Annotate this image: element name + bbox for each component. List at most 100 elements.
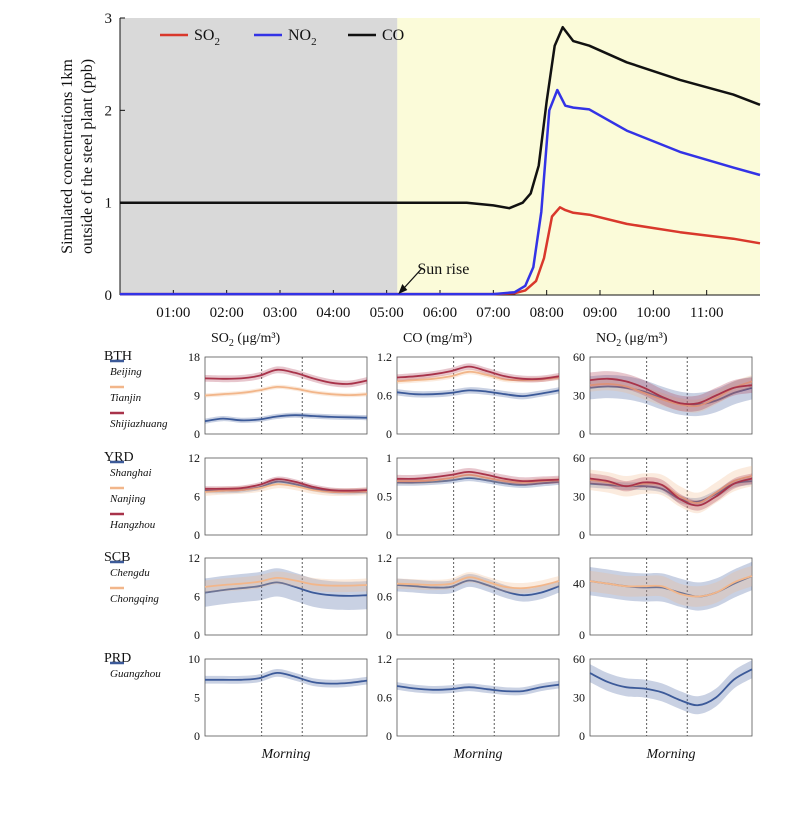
y-tick-label: 60 <box>573 451 585 465</box>
y-tick-label: 1.2 <box>377 350 392 364</box>
series-line <box>396 389 560 398</box>
series-band <box>205 568 367 610</box>
x-tick-label: 04:00 <box>316 305 350 321</box>
x-tick-label: 09:00 <box>583 305 617 321</box>
top-chart: 0 1 2 3 01:00 02:00 03:00 04:00 05:00 06:00 07:00 0… <box>59 11 761 321</box>
series-line <box>396 470 560 483</box>
regional-grid: SO2 (μg/m³) CO (mg/m³) NO2 (μg/m³)BTHBeiji… <box>104 331 753 762</box>
y-tick-label: 0 <box>579 729 585 743</box>
series-line <box>204 414 368 423</box>
legend-label: NO2 <box>288 27 317 48</box>
panel-frame <box>204 658 368 737</box>
city-label: Chongqing <box>110 593 159 605</box>
annotation-text: Sun rise <box>417 261 469 278</box>
series-line <box>589 668 753 707</box>
panel-frame <box>396 658 560 737</box>
y-tick-label: 60 <box>573 652 585 666</box>
panel: 0 6 12 <box>188 551 368 642</box>
x-tick-label: 11:00 <box>690 305 724 321</box>
series-line <box>589 477 753 507</box>
series-line <box>589 377 753 405</box>
x-tick-label: 05:00 <box>370 305 404 321</box>
city-label: Shijiazhuang <box>110 418 168 430</box>
y-tick-label: 0 <box>194 427 200 441</box>
series-line <box>204 581 368 597</box>
city-label: Tianjin <box>110 392 142 404</box>
y-tick-label: 0 <box>386 528 392 542</box>
y-tick-label: 1 <box>105 196 113 212</box>
x-tick-label: 10:00 <box>636 305 670 321</box>
city-label: Beijing <box>110 366 142 378</box>
y-axis-label: Simulated concentrations 1km outside of t… <box>59 59 96 254</box>
panel: 0 0.6 1.2 <box>377 551 560 642</box>
panel: 0 30 60 <box>573 451 753 542</box>
y-tick-label: 0 <box>194 528 200 542</box>
y-tick-label: 3 <box>105 11 113 27</box>
y-tick-label: 12 <box>188 551 200 565</box>
series-line <box>396 365 560 380</box>
x-tick-label: 08:00 <box>530 305 564 321</box>
series-line <box>204 478 368 492</box>
region-row-PRD: PRDGuangzhou0510Morning00.61.2Morning030… <box>104 651 753 762</box>
x-axis-label: Morning <box>646 747 696 762</box>
y-tick-label: 0 <box>194 729 200 743</box>
city-label: Nanjing <box>109 493 146 505</box>
series-line <box>589 380 753 408</box>
y-tick-label: 12 <box>188 451 200 465</box>
y-tick-label: 0 <box>579 628 585 642</box>
city-label: Chengdu <box>110 567 150 579</box>
y-tick-label: 40 <box>573 577 585 591</box>
y-tick-label: 6 <box>194 590 200 604</box>
y-tick-label: 0.5 <box>377 490 392 504</box>
series-band <box>590 565 752 607</box>
series-line <box>396 683 560 693</box>
legend-label: CO <box>382 27 404 44</box>
series-line-SO2 <box>120 206 761 296</box>
series-band <box>590 375 752 413</box>
city-label: Hangzhou <box>109 519 156 531</box>
y-tick-label: 0 <box>194 628 200 642</box>
annotation-arrowhead <box>398 284 408 294</box>
series-line <box>396 477 560 486</box>
x-tick-label: 03:00 <box>263 305 297 321</box>
series-line <box>589 480 753 503</box>
x-tick-label: 07:00 <box>476 305 510 321</box>
y-tick-label: 60 <box>573 350 585 364</box>
panel-frame <box>589 557 753 636</box>
panel: 0 30 60 Morning <box>573 652 753 762</box>
y-tick-label: 1 <box>386 451 392 465</box>
x-tick-label: 01:00 <box>156 305 190 321</box>
x-axis-label: Morning <box>453 747 503 762</box>
legend-label: SO2 <box>194 27 220 48</box>
region-row-BTH: BTHBeijingTianjinShijiazhuang091800.61.2… <box>104 349 753 441</box>
y-tick-label: 30 <box>573 691 585 705</box>
series-line-CO <box>120 25 761 210</box>
x-tick-label: 06:00 <box>423 305 457 321</box>
series-line <box>589 575 753 598</box>
y-tick-label: 6 <box>194 490 200 504</box>
panel-frame <box>589 356 753 435</box>
panel: 0 5 10 Morning <box>188 652 368 762</box>
series-line <box>204 576 368 588</box>
y-tick-label: 2 <box>105 103 113 119</box>
y-tick-label: 30 <box>573 389 585 403</box>
series-band <box>590 375 752 417</box>
column-header: NO2 (μg/m³) <box>596 331 668 349</box>
series-line <box>204 385 368 397</box>
panel: 00.51 <box>377 451 560 542</box>
series-line <box>396 579 560 597</box>
series-band <box>205 571 367 594</box>
night-shade <box>120 18 398 295</box>
series-line <box>204 368 368 385</box>
panel-frame <box>396 457 560 536</box>
panel: 0 6 12 <box>188 451 368 542</box>
panel: 0 0.6 1.2 <box>377 350 560 441</box>
series-line <box>396 473 560 484</box>
y-tick-label: 0 <box>386 427 392 441</box>
column-header: SO2 (μg/m³) <box>211 331 281 349</box>
y-tick-label: 0.6 <box>377 389 392 403</box>
series-line <box>396 576 560 590</box>
y-tick-label: 9 <box>194 389 200 403</box>
